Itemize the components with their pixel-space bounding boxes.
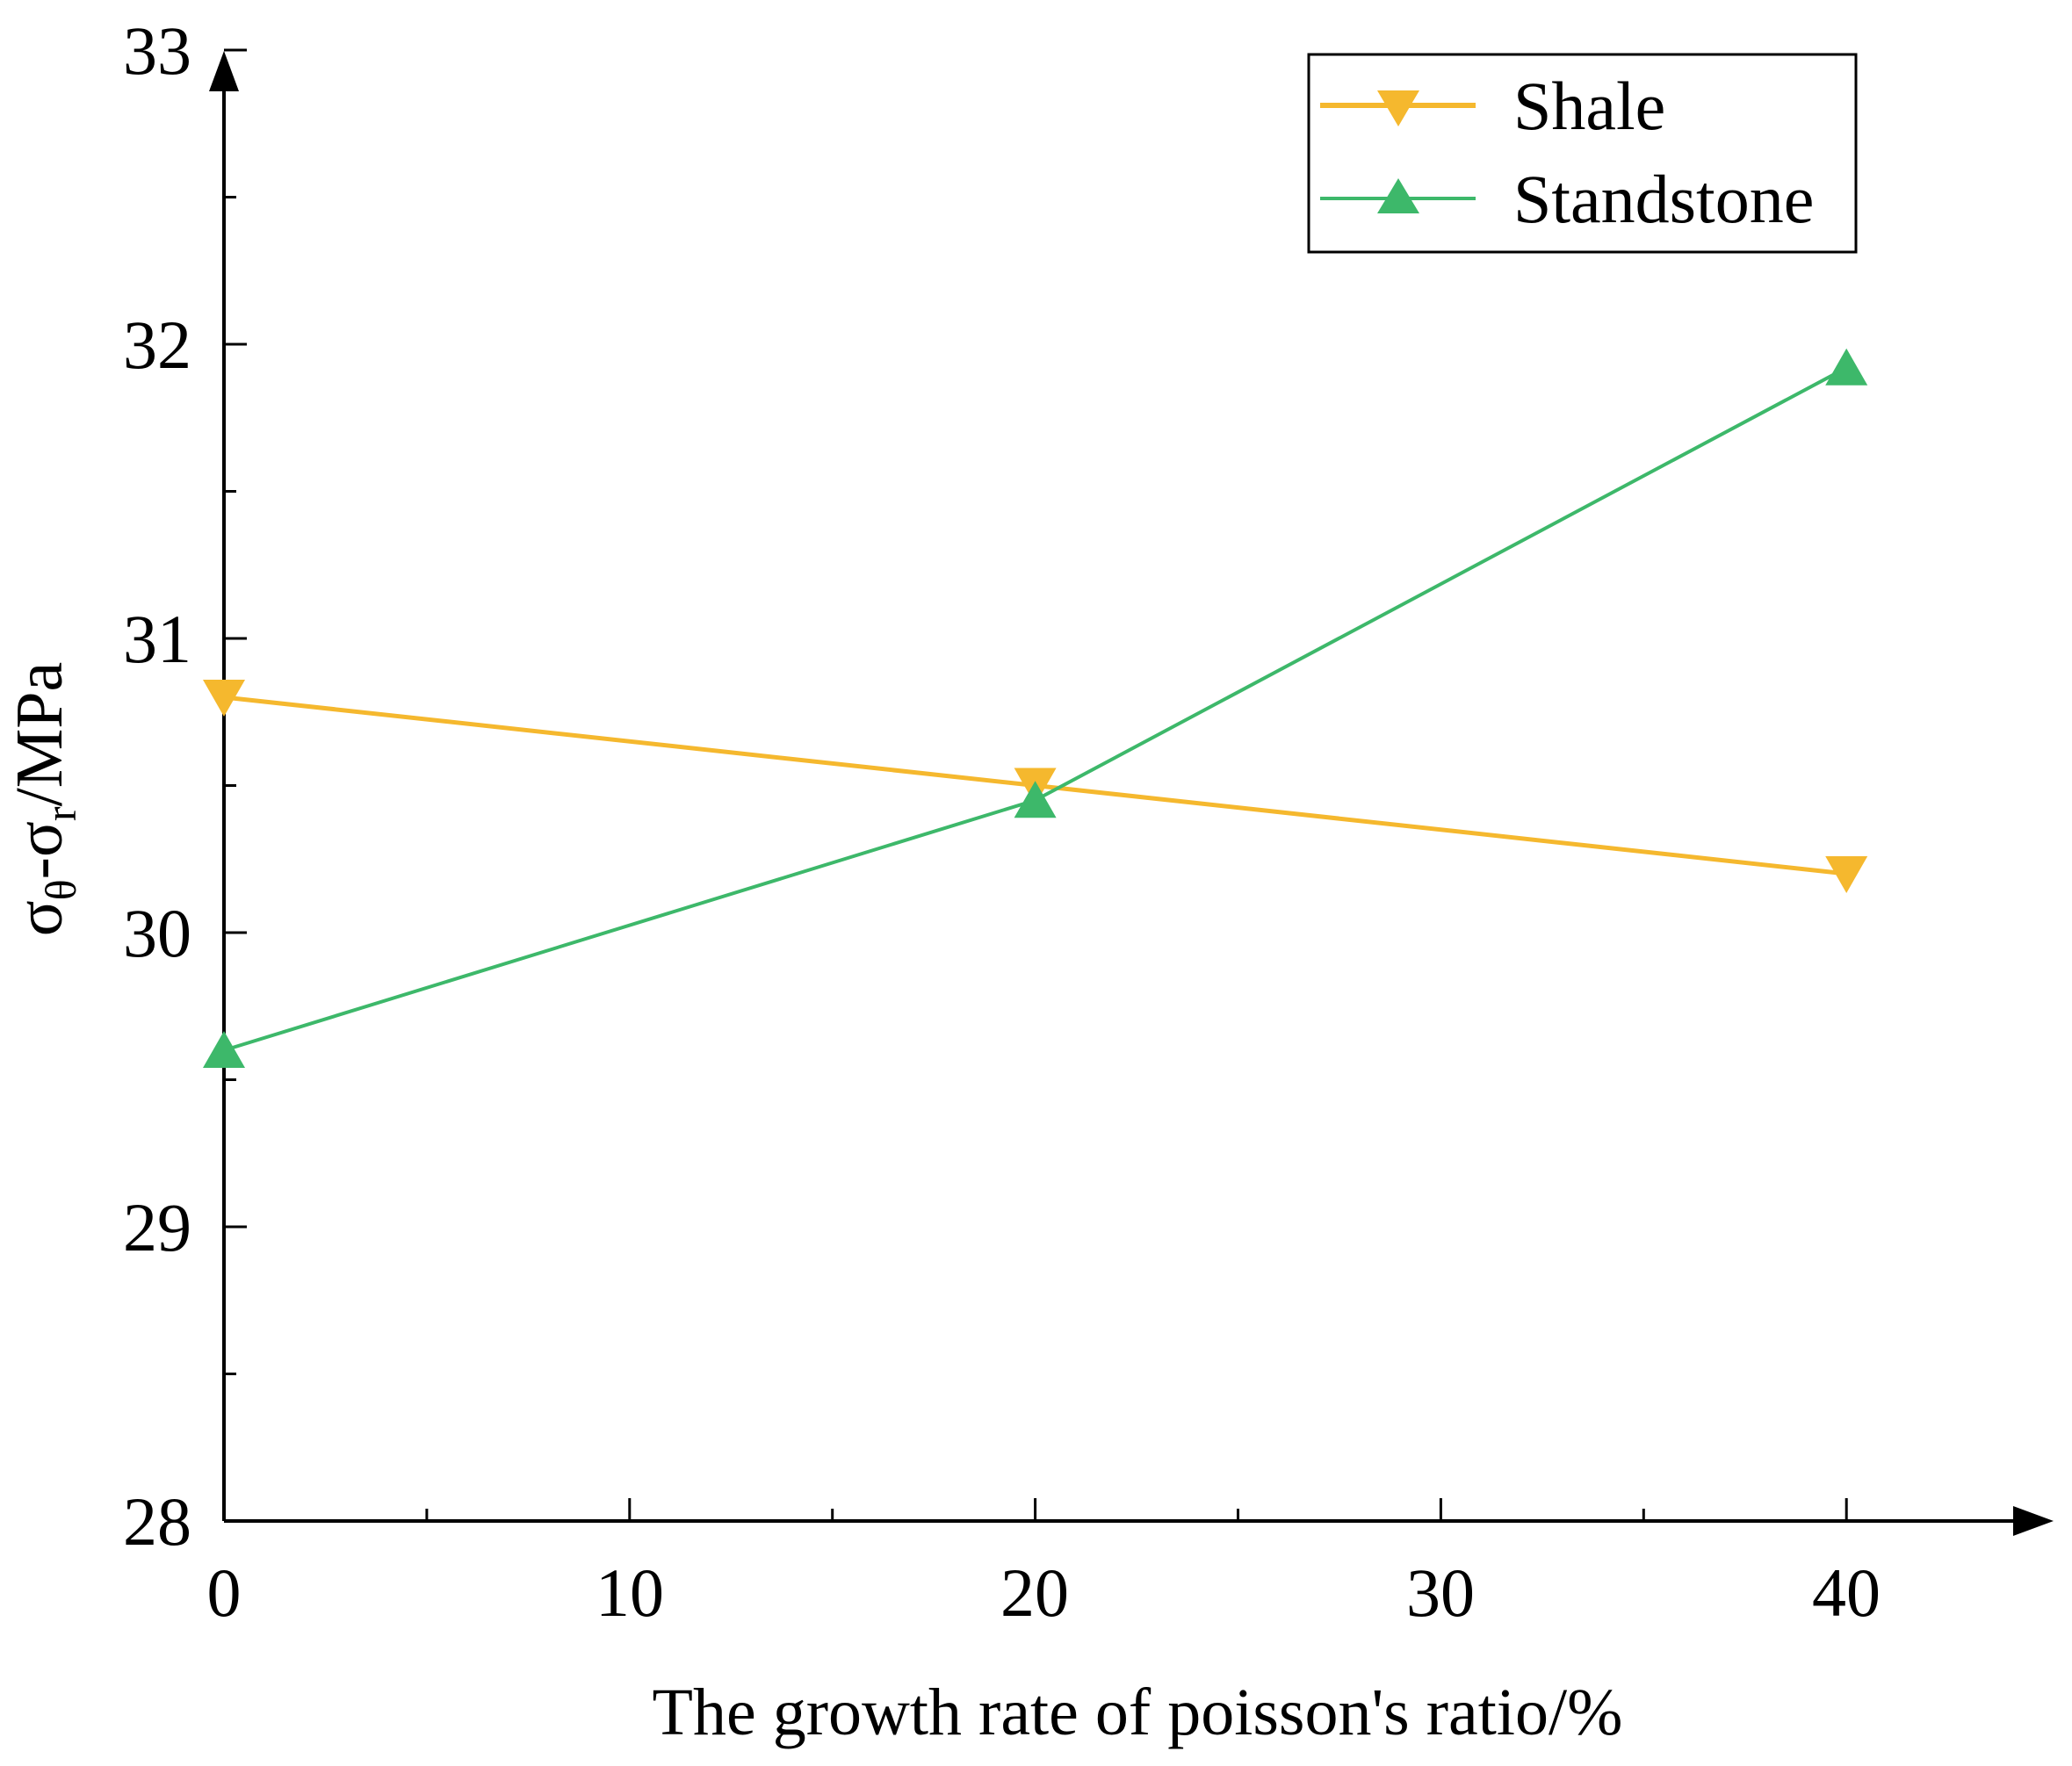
y-ticks bbox=[224, 48, 247, 1375]
y-title-unit: /MPa bbox=[3, 662, 76, 807]
data-point-standstone bbox=[1825, 348, 1868, 386]
y-title-sigma-theta: σ bbox=[3, 900, 76, 936]
y-title-sigma-r: σ bbox=[3, 821, 76, 857]
y-tick-labels: 28 29 30 31 32 33 bbox=[123, 12, 191, 1560]
legend-shale-label: Shale bbox=[1513, 68, 1665, 144]
x-tick-labels: 0 10 20 30 40 bbox=[207, 1554, 1881, 1631]
y-tick-label: 32 bbox=[123, 306, 191, 383]
data-point-shale bbox=[203, 680, 245, 717]
x-tick-label: 20 bbox=[1000, 1554, 1069, 1631]
legend-item-standstone: Standstone bbox=[1320, 161, 1814, 237]
y-title-sub-theta: θ bbox=[36, 879, 85, 900]
x-tick-label: 0 bbox=[207, 1554, 242, 1631]
x-axis-arrow-icon bbox=[2013, 1506, 2054, 1536]
legend-shale-marker-icon bbox=[1377, 90, 1419, 126]
axes bbox=[209, 51, 2054, 1536]
x-tick-label: 30 bbox=[1406, 1554, 1475, 1631]
y-tick-label: 33 bbox=[123, 12, 191, 89]
data-point-shale bbox=[1825, 856, 1868, 893]
data-point-standstone bbox=[1014, 781, 1057, 818]
series-line-standstone bbox=[223, 366, 1848, 1052]
x-ticks bbox=[425, 1498, 1848, 1521]
y-tick-label: 29 bbox=[123, 1189, 191, 1265]
legend-item-shale: Shale bbox=[1320, 68, 1665, 144]
legend-standstone-marker-icon bbox=[1377, 178, 1419, 213]
y-tick-label: 31 bbox=[123, 601, 191, 677]
legend-box bbox=[1307, 53, 1858, 254]
legend-standstone-label: Standstone bbox=[1513, 161, 1814, 237]
series-layer bbox=[203, 348, 1868, 1068]
x-axis-title: The growth rate of poisson's ratio/% bbox=[653, 1676, 1623, 1749]
y-title-dash: - bbox=[3, 857, 76, 879]
y-tick-label: 28 bbox=[123, 1483, 191, 1560]
y-tick-label: 30 bbox=[123, 895, 191, 971]
legend: Shale Standstone bbox=[1307, 53, 1858, 254]
y-title-sub-r: r bbox=[36, 806, 85, 821]
data-point-standstone bbox=[203, 1031, 245, 1068]
y-axis-arrow-icon bbox=[209, 51, 239, 91]
x-tick-label: 40 bbox=[1812, 1554, 1881, 1631]
x-tick-label: 10 bbox=[596, 1554, 664, 1631]
y-axis-title: σθ-σr/MPa bbox=[3, 662, 85, 937]
